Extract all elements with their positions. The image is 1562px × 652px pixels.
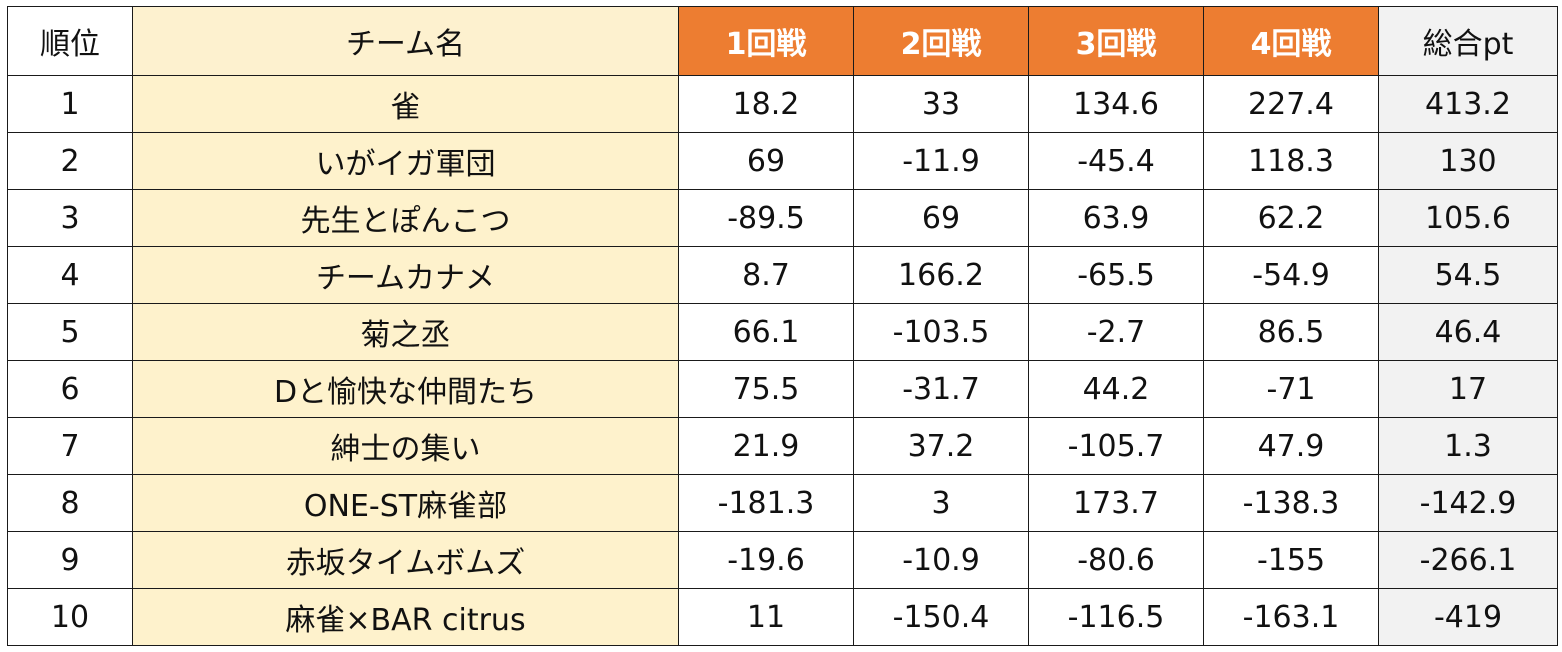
rank-cell: 4 (7, 246, 133, 304)
table-row: 8 ONE-ST麻雀部 -181.3 3 173.7 -138.3 -142.9 (7, 474, 1558, 532)
round-4-score-cell: 62.2 (1203, 189, 1379, 247)
total-score-cell: -419 (1378, 588, 1558, 646)
total-score-cell: 1.3 (1378, 417, 1558, 475)
round-1-score-cell: 66.1 (678, 303, 854, 361)
team-name-cell: チームカナメ (132, 246, 679, 304)
round-2-score-cell: 3 (853, 474, 1029, 532)
round-4-score-cell: -163.1 (1203, 588, 1379, 646)
rank-column-header: 順位 (7, 6, 133, 76)
round-2-score-cell: -103.5 (853, 303, 1029, 361)
round-4-score-cell: 227.4 (1203, 75, 1379, 133)
table-row: 1 雀 18.2 33 134.6 227.4 413.2 (7, 75, 1558, 133)
round-3-score-cell: 173.7 (1028, 474, 1204, 532)
table-row: 6 Dと愉快な仲間たち 75.5 -31.7 44.2 -71 17 (7, 360, 1558, 418)
round-1-score-cell: 69 (678, 132, 854, 190)
round-1-score-cell: -19.6 (678, 531, 854, 589)
total-score-cell: 46.4 (1378, 303, 1558, 361)
round-4-score-cell: -138.3 (1203, 474, 1379, 532)
round-3-score-cell: -116.5 (1028, 588, 1204, 646)
round-3-score-cell: 44.2 (1028, 360, 1204, 418)
round-4-score-cell: -155 (1203, 531, 1379, 589)
rank-cell: 9 (7, 531, 133, 589)
team-name-cell: ONE-ST麻雀部 (132, 474, 679, 532)
total-score-cell: -266.1 (1378, 531, 1558, 589)
team-name-cell: Dと愉快な仲間たち (132, 360, 679, 418)
rank-cell: 6 (7, 360, 133, 418)
rank-cell: 7 (7, 417, 133, 475)
standings-body: 1 雀 18.2 33 134.6 227.4 413.2 2 いがイガ軍団 6… (7, 75, 1558, 646)
round-4-score-cell: -54.9 (1203, 246, 1379, 304)
round-3-score-cell: -80.6 (1028, 531, 1204, 589)
rank-cell: 2 (7, 132, 133, 190)
total-score-cell: 17 (1378, 360, 1558, 418)
round-1-score-cell: -89.5 (678, 189, 854, 247)
round-2-score-cell: 69 (853, 189, 1029, 247)
round-2-score-cell: 33 (853, 75, 1029, 133)
round-3-column-header: 3回戦 (1028, 6, 1204, 76)
table-row: 2 いがイガ軍団 69 -11.9 -45.4 118.3 130 (7, 132, 1558, 190)
team-name-cell: 赤坂タイムボムズ (132, 531, 679, 589)
total-column-header: 総合pt (1378, 6, 1558, 76)
standings-table-wrapper: 順位 チーム名 1回戦 2回戦 3回戦 4回戦 総合pt 1 雀 18.2 33… (7, 6, 1558, 646)
total-score-cell: -142.9 (1378, 474, 1558, 532)
rank-cell: 1 (7, 75, 133, 133)
rank-cell: 5 (7, 303, 133, 361)
round-1-score-cell: 11 (678, 588, 854, 646)
round-4-column-header: 4回戦 (1203, 6, 1379, 76)
round-4-score-cell: 118.3 (1203, 132, 1379, 190)
standings-table: 順位 チーム名 1回戦 2回戦 3回戦 4回戦 総合pt 1 雀 18.2 33… (7, 6, 1558, 646)
total-score-cell: 54.5 (1378, 246, 1558, 304)
table-row: 10 麻雀×BAR citrus 11 -150.4 -116.5 -163.1… (7, 588, 1558, 646)
round-3-score-cell: -105.7 (1028, 417, 1204, 475)
table-row: 3 先生とぽんこつ -89.5 69 63.9 62.2 105.6 (7, 189, 1558, 247)
round-1-score-cell: 18.2 (678, 75, 854, 133)
team-name-cell: 麻雀×BAR citrus (132, 588, 679, 646)
round-4-score-cell: 47.9 (1203, 417, 1379, 475)
round-2-score-cell: -10.9 (853, 531, 1029, 589)
round-1-score-cell: 8.7 (678, 246, 854, 304)
round-4-score-cell: -71 (1203, 360, 1379, 418)
rank-cell: 3 (7, 189, 133, 247)
round-2-score-cell: -11.9 (853, 132, 1029, 190)
team-column-header: チーム名 (132, 6, 679, 76)
round-2-score-cell: -31.7 (853, 360, 1029, 418)
rank-cell: 8 (7, 474, 133, 532)
round-2-score-cell: 166.2 (853, 246, 1029, 304)
table-row: 9 赤坂タイムボムズ -19.6 -10.9 -80.6 -155 -266.1 (7, 531, 1558, 589)
round-1-score-cell: 75.5 (678, 360, 854, 418)
round-3-score-cell: -2.7 (1028, 303, 1204, 361)
table-row: 4 チームカナメ 8.7 166.2 -65.5 -54.9 54.5 (7, 246, 1558, 304)
round-2-score-cell: 37.2 (853, 417, 1029, 475)
total-score-cell: 105.6 (1378, 189, 1558, 247)
round-2-column-header: 2回戦 (853, 6, 1029, 76)
round-2-score-cell: -150.4 (853, 588, 1029, 646)
round-1-score-cell: -181.3 (678, 474, 854, 532)
team-name-cell: いがイガ軍団 (132, 132, 679, 190)
round-3-score-cell: 63.9 (1028, 189, 1204, 247)
team-name-cell: 紳士の集い (132, 417, 679, 475)
table-row: 5 菊之丞 66.1 -103.5 -2.7 86.5 46.4 (7, 303, 1558, 361)
rank-cell: 10 (7, 588, 133, 646)
team-name-cell: 先生とぽんこつ (132, 189, 679, 247)
team-name-cell: 雀 (132, 75, 679, 133)
total-score-cell: 130 (1378, 132, 1558, 190)
round-3-score-cell: -65.5 (1028, 246, 1204, 304)
round-3-score-cell: 134.6 (1028, 75, 1204, 133)
round-1-column-header: 1回戦 (678, 6, 854, 76)
round-1-score-cell: 21.9 (678, 417, 854, 475)
team-name-cell: 菊之丞 (132, 303, 679, 361)
table-row: 7 紳士の集い 21.9 37.2 -105.7 47.9 1.3 (7, 417, 1558, 475)
round-3-score-cell: -45.4 (1028, 132, 1204, 190)
header-row: 順位 チーム名 1回戦 2回戦 3回戦 4回戦 総合pt (7, 6, 1558, 76)
total-score-cell: 413.2 (1378, 75, 1558, 133)
round-4-score-cell: 86.5 (1203, 303, 1379, 361)
